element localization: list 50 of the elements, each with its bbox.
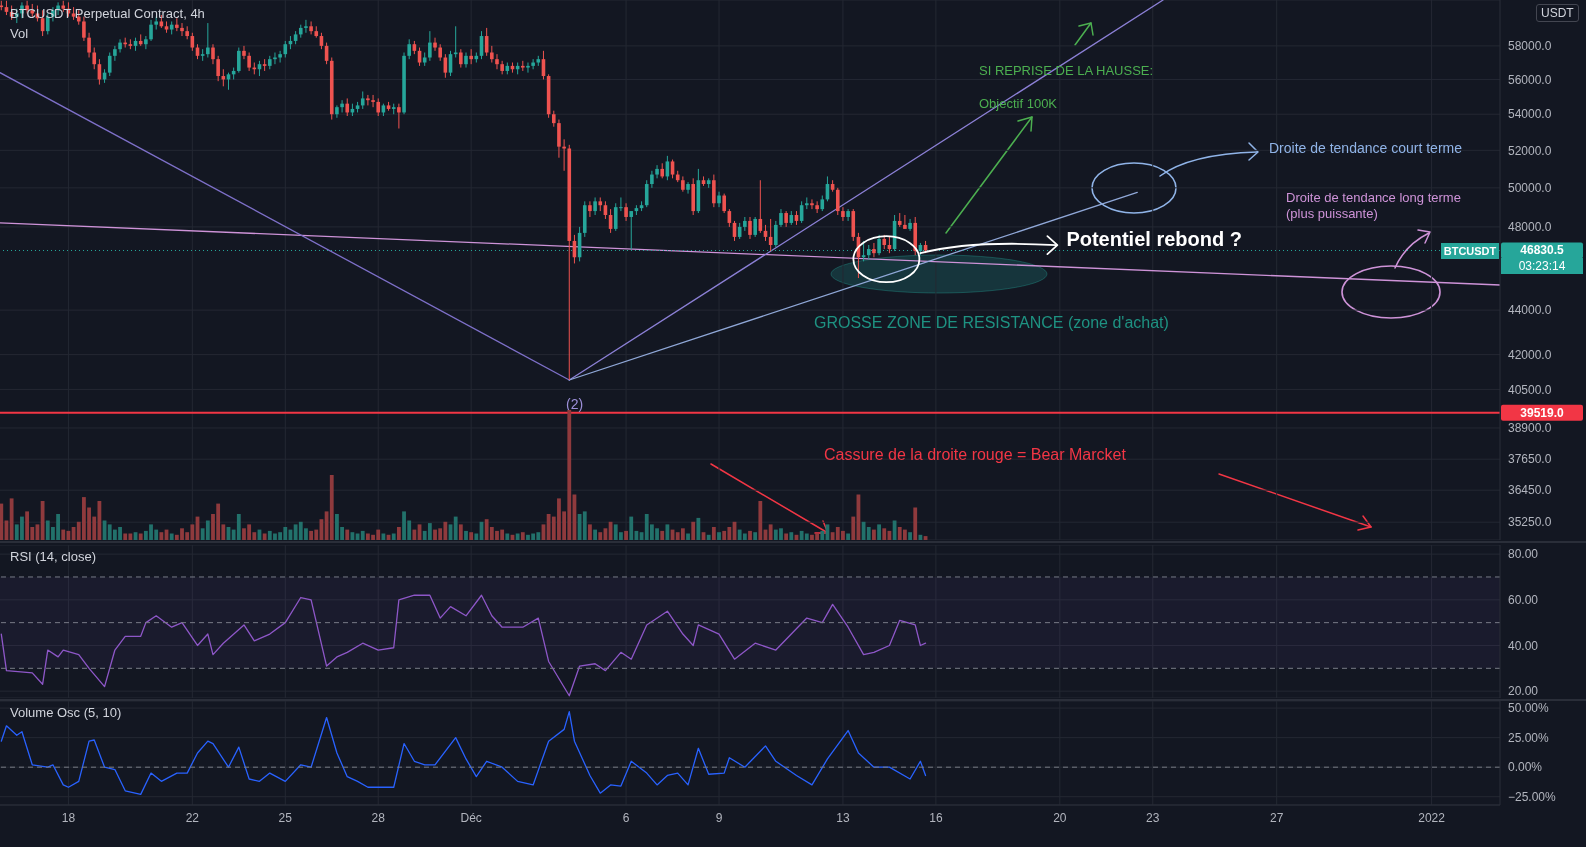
y-tick-label: 80.00 xyxy=(1508,547,1539,562)
x-tick-label: 18 xyxy=(61,810,76,825)
x-tick-label: 16 xyxy=(929,810,943,825)
y-tick-label: 56000.0 xyxy=(1508,72,1552,87)
y-tick-label: 25.00% xyxy=(1508,730,1550,745)
annotation: SI REPRISE DE LA HAUSSE: xyxy=(979,63,1154,78)
x-tick-label: 23 xyxy=(1146,810,1160,825)
y-tick-label: 40500.0 xyxy=(1508,382,1552,397)
chart-title: Vol xyxy=(10,26,29,41)
y-tick-label: 58000.0 xyxy=(1508,39,1552,54)
x-tick-label: 25 xyxy=(278,810,293,825)
y-tick-label: 40.00 xyxy=(1508,638,1539,653)
annotation: Potentiel rebond ? xyxy=(1066,228,1242,252)
y-tick-label: 37650.0 xyxy=(1508,452,1552,467)
annotation: (plus puissante) xyxy=(1286,206,1378,221)
y-tick-label: 50.00% xyxy=(1508,701,1550,716)
y-tick-label: 44000.0 xyxy=(1508,303,1552,318)
text: 03:23:14 xyxy=(1501,258,1583,274)
y-tick-label: 35250.0 xyxy=(1508,515,1552,530)
x-tick-label: 27 xyxy=(1270,810,1284,825)
chart-title: RSI (14, close) xyxy=(10,549,96,564)
x-tick-label: 13 xyxy=(836,810,850,825)
y-tick-label: 20.00 xyxy=(1508,684,1539,699)
y-tick-label: 54000.0 xyxy=(1508,107,1552,122)
annotation: Cassure de la droite rouge = Bear Marcket xyxy=(824,446,1126,464)
ref-line-label: 46830.5 xyxy=(1520,243,1565,258)
x-tick-label: 28 xyxy=(371,810,386,825)
x-tick-label: 22 xyxy=(185,810,200,825)
y-tick-label: 0.00% xyxy=(1508,760,1543,775)
annotation: GROSSE ZONE DE RESISTANCE (zone d'achat) xyxy=(814,314,1169,332)
y-tick-label: 52000.0 xyxy=(1508,143,1552,158)
x-tick-label: 2022 xyxy=(1418,810,1446,825)
y-tick-label: 48000.0 xyxy=(1508,220,1552,235)
y-tick-label: 42000.0 xyxy=(1508,347,1552,362)
ref-line-label: 39519.0 xyxy=(1520,405,1565,420)
annotation: Droite de tendance long terme xyxy=(1286,190,1461,205)
annotation: (2) xyxy=(566,396,584,412)
x-tick-label: Déc xyxy=(460,810,482,825)
y-tick-label: 60.00 xyxy=(1508,593,1539,608)
y-tick-label: 38900.0 xyxy=(1508,421,1552,436)
chart-title: Volume Osc (5, 10) xyxy=(10,705,122,720)
y-tick-label: 50000.0 xyxy=(1508,181,1552,196)
y-tick-label: −25.00% xyxy=(1508,789,1557,804)
x-tick-label: 9 xyxy=(715,810,723,825)
y-tick-label: 36450.0 xyxy=(1508,483,1552,498)
annotation: BTCUSDT xyxy=(1441,243,1499,259)
y-axis-title: USDT xyxy=(1536,4,1579,22)
annotation: Droite de tendance court terme xyxy=(1269,140,1462,156)
x-tick-label: 20 xyxy=(1053,810,1067,825)
x-tick-label: 6 xyxy=(622,810,630,825)
